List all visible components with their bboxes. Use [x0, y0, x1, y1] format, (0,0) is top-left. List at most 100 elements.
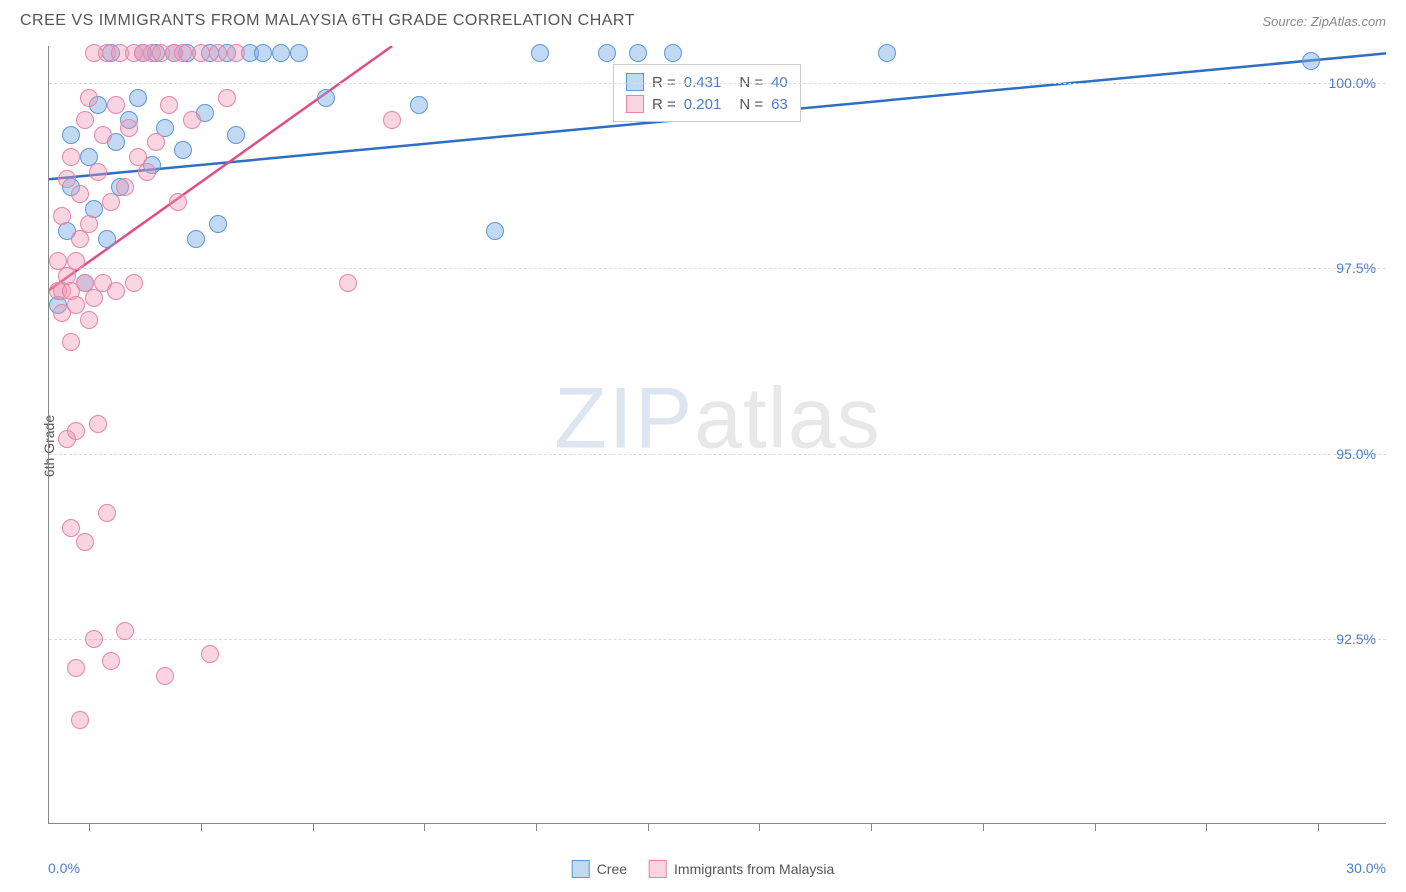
chart-title: CREE VS IMMIGRANTS FROM MALAYSIA 6TH GRA…	[20, 12, 635, 30]
x-tick	[983, 823, 984, 831]
data-point	[192, 44, 210, 62]
data-point	[227, 44, 245, 62]
watermark-zip: ZIP	[554, 370, 694, 466]
x-tick	[871, 823, 872, 831]
data-point	[531, 44, 549, 62]
data-point	[53, 207, 71, 225]
data-point	[218, 89, 236, 107]
data-point	[129, 89, 147, 107]
legend-n-value: 40	[771, 74, 788, 91]
data-point	[98, 504, 116, 522]
data-point	[67, 296, 85, 314]
chart-plot-area: ZIPatlas R = 0.431N = 40R = 0.201N = 63 …	[48, 46, 1386, 824]
legend-swatch	[626, 73, 644, 91]
data-point	[67, 252, 85, 270]
data-point	[169, 193, 187, 211]
data-point	[317, 89, 335, 107]
legend-r-label: R =	[652, 96, 676, 113]
x-tick	[759, 823, 760, 831]
x-tick	[648, 823, 649, 831]
legend-swatch	[572, 860, 590, 878]
legend-row: R = 0.201 N = 63	[626, 93, 788, 115]
data-point	[125, 274, 143, 292]
data-point	[486, 222, 504, 240]
x-tick	[313, 823, 314, 831]
data-point	[160, 96, 178, 114]
data-point	[80, 89, 98, 107]
data-point	[98, 230, 116, 248]
data-point	[71, 185, 89, 203]
data-point	[174, 141, 192, 159]
gridline	[49, 83, 1386, 84]
data-point	[187, 230, 205, 248]
data-point	[227, 126, 245, 144]
data-point	[94, 126, 112, 144]
data-point	[156, 667, 174, 685]
legend-n-value: 63	[771, 96, 788, 113]
x-tick	[1206, 823, 1207, 831]
data-point	[80, 215, 98, 233]
data-point	[1302, 52, 1320, 70]
data-point	[598, 44, 616, 62]
data-point	[383, 111, 401, 129]
legend-item: Immigrants from Malaysia	[649, 860, 834, 878]
data-point	[410, 96, 428, 114]
x-tick	[1095, 823, 1096, 831]
legend-swatch	[649, 860, 667, 878]
trend-lines-layer	[49, 46, 1386, 823]
legend-r-label: R =	[652, 74, 676, 91]
data-point	[102, 652, 120, 670]
legend-series-name: Cree	[597, 861, 627, 877]
data-point	[174, 44, 192, 62]
gridline	[49, 268, 1386, 269]
x-tick	[536, 823, 537, 831]
data-point	[254, 44, 272, 62]
data-point	[147, 133, 165, 151]
legend-swatch	[626, 95, 644, 113]
y-tick-label: 100.0%	[1329, 75, 1376, 91]
data-point	[664, 44, 682, 62]
y-tick-label: 97.5%	[1336, 260, 1376, 276]
data-point	[272, 44, 290, 62]
watermark-atlas: atlas	[694, 370, 881, 466]
data-point	[76, 111, 94, 129]
x-tick	[201, 823, 202, 831]
data-point	[89, 415, 107, 433]
legend-n-label: N =	[739, 96, 763, 113]
data-point	[67, 422, 85, 440]
x-tick	[424, 823, 425, 831]
y-tick-label: 92.5%	[1336, 631, 1376, 647]
data-point	[76, 533, 94, 551]
x-tick	[89, 823, 90, 831]
source-attribution: Source: ZipAtlas.com	[1262, 14, 1386, 29]
data-point	[107, 96, 125, 114]
legend-r-value: 0.201	[684, 96, 722, 113]
data-point	[80, 311, 98, 329]
data-point	[62, 148, 80, 166]
data-point	[339, 274, 357, 292]
data-point	[629, 44, 647, 62]
data-point	[62, 333, 80, 351]
data-point	[201, 645, 219, 663]
y-tick-label: 95.0%	[1336, 446, 1376, 462]
data-point	[120, 119, 138, 137]
legend-series-name: Immigrants from Malaysia	[674, 861, 834, 877]
data-point	[107, 282, 125, 300]
x-axis-min-label: 0.0%	[48, 860, 80, 876]
data-point	[290, 44, 308, 62]
data-point	[85, 630, 103, 648]
data-point	[209, 44, 227, 62]
data-point	[102, 193, 120, 211]
data-point	[58, 170, 76, 188]
x-tick	[1318, 823, 1319, 831]
data-point	[71, 711, 89, 729]
correlation-legend: R = 0.431N = 40R = 0.201N = 63	[613, 64, 801, 122]
data-point	[878, 44, 896, 62]
data-point	[183, 111, 201, 129]
data-point	[89, 163, 107, 181]
data-point	[67, 659, 85, 677]
data-point	[209, 215, 227, 233]
gridline	[49, 454, 1386, 455]
gridline	[49, 639, 1386, 640]
legend-item: Cree	[572, 860, 627, 878]
